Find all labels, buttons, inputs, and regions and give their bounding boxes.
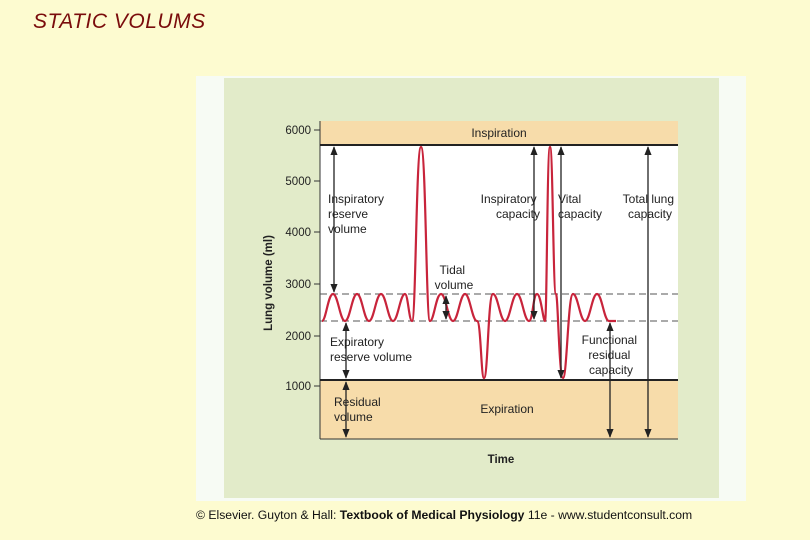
y-tick-label: 5000 [285,176,311,188]
x-axis-label: Time [488,454,515,466]
y-tick-label: 6000 [285,125,311,137]
spirogram-trace [320,145,616,380]
expiration-band [320,380,678,439]
inspiration-label: Inspiration [471,126,526,140]
label-inspiratory-capacity: Inspiratory capacity [481,192,540,221]
y-tick-label: 3000 [285,279,311,291]
y-tick-label: 1000 [285,381,311,393]
y-tick-label: 4000 [285,227,311,239]
label-residual-volume: Residual volume [334,395,384,424]
label-tidal-volume: Tidal volume [435,263,474,292]
inspiration-band [320,121,678,145]
label-frc: Functional residual capacity [582,333,641,377]
y-ticks: 6000 5000 4000 3000 2000 1000 [285,125,320,393]
label-irv: Inspiratory reserve volume [328,192,387,236]
annotation-arrows [330,146,652,438]
figure-credit: © Elsevier. Guyton & Hall: Textbook of M… [196,508,693,522]
label-erv: Expiratory reserve volume [330,335,412,364]
label-total-lung-capacity: Total lung capacity [623,192,678,221]
label-vital-capacity: Vital capacity [558,192,602,221]
slide-title: STATIC VOLUMS [33,10,206,33]
y-tick-label: 2000 [285,331,311,343]
expiration-label: Expiration [480,402,533,416]
y-axis-label: Lung volume (ml) [263,235,275,331]
